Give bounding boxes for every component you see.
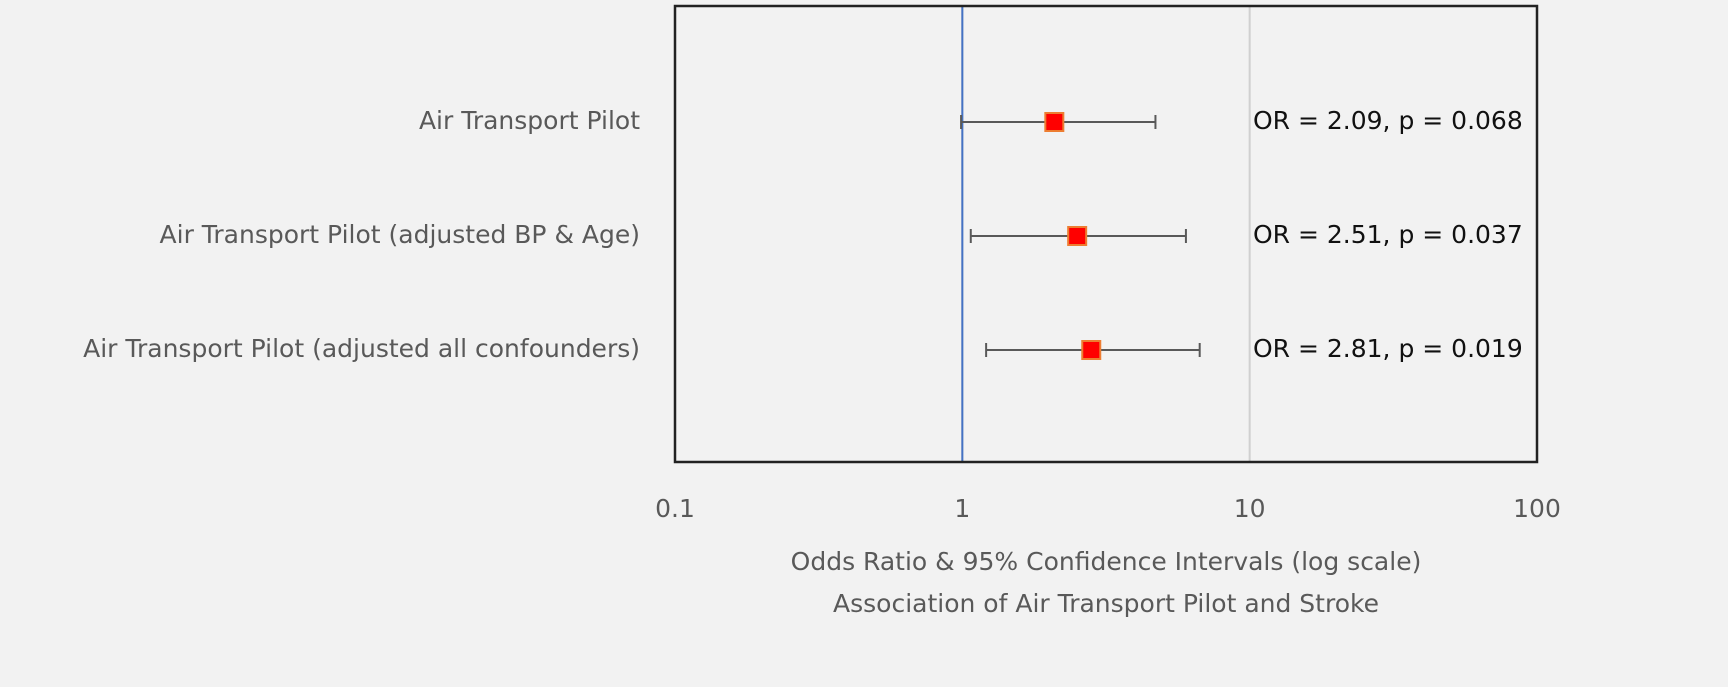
- x-tick-label: 100: [1513, 494, 1561, 523]
- marker: [1081, 340, 1102, 360]
- x-tick-label: 1: [954, 494, 970, 523]
- x-axis-label: Odds Ratio & 95% Confidence Intervals (l…: [791, 547, 1422, 576]
- y-tick-label: Air Transport Pilot (adjusted all confou…: [83, 334, 640, 363]
- marker: [1067, 226, 1088, 246]
- value-label: OR = 2.81, p = 0.019: [1253, 334, 1523, 363]
- plot-frame: [673, 4, 1539, 464]
- x-tick-label: 10: [1234, 494, 1266, 523]
- chart-title: Association of Air Transport Pilot and S…: [833, 589, 1379, 618]
- marker: [1044, 112, 1065, 132]
- value-label: OR = 2.51, p = 0.037: [1253, 220, 1523, 249]
- value-label: OR = 2.09, p = 0.068: [1253, 106, 1523, 135]
- y-tick-label: Air Transport Pilot (adjusted BP & Age): [160, 220, 640, 249]
- x-tick-label: 0.1: [655, 494, 695, 523]
- y-tick-label: Air Transport Pilot: [419, 106, 640, 135]
